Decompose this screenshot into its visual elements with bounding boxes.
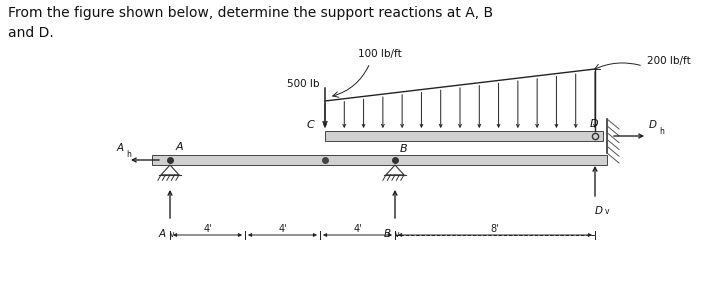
Text: A: A [116,143,124,153]
Text: D: D [649,120,657,130]
Text: 200 lb/ft: 200 lb/ft [647,56,690,66]
Text: h: h [659,127,664,136]
Text: 4': 4' [203,223,212,234]
Text: and D.: and D. [8,26,54,40]
Text: B: B [400,144,408,154]
Bar [152,155,607,165]
Text: v: v [170,230,174,239]
Text: A: A [176,142,184,152]
Text: 4': 4' [278,223,287,234]
Text: C: C [306,120,314,130]
Text: A: A [158,229,166,239]
Text: v: v [395,230,400,239]
Text: From the figure shown below, determine the support reactions at A, B: From the figure shown below, determine t… [8,6,493,20]
Text: v: v [605,207,609,216]
Text: B: B [383,229,390,239]
Text: 4': 4' [354,223,362,234]
Text: 8': 8' [491,223,500,234]
Text: 500 lb: 500 lb [287,79,320,89]
Text: h: h [126,150,131,159]
Text: D: D [595,206,603,216]
Text: 100 lb/ft: 100 lb/ft [358,49,402,59]
Text: D: D [590,119,599,129]
Bar [325,131,603,141]
